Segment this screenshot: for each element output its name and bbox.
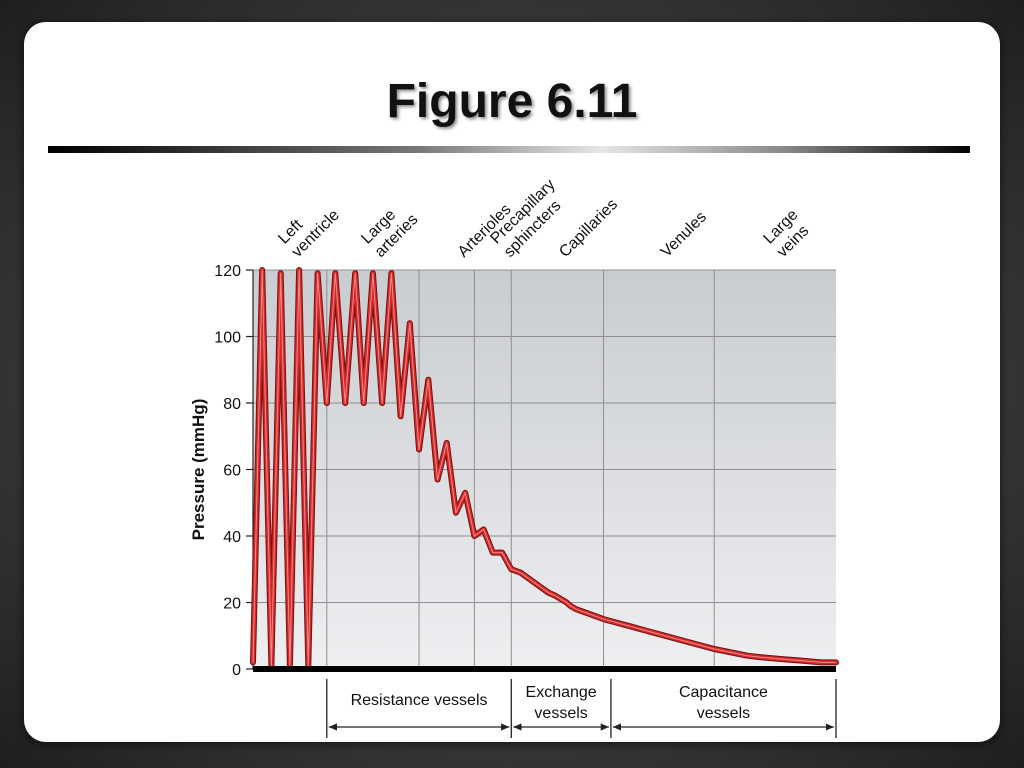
bracket-label: Exchange	[526, 684, 597, 701]
pressure-series	[250, 267, 839, 669]
y-axis-ticks: 0 20 40 60 80 100 120	[214, 263, 254, 679]
bracket-label: vessels	[697, 705, 750, 722]
bracket-label: vessels	[534, 705, 587, 722]
y-tick-label: 40	[223, 529, 241, 546]
series-line-highlight	[252, 269, 836, 667]
bracket-label: Resistance vessels	[351, 692, 488, 709]
y-axis-label: Pressure (mmHg)	[189, 399, 208, 541]
y-tick-label: 20	[223, 596, 241, 613]
x-axis-baseline	[253, 666, 836, 672]
segment-label: Venules	[658, 209, 710, 261]
y-tick-label: 120	[214, 263, 241, 280]
y-tick-label: 100	[214, 330, 241, 347]
y-tick-label: 80	[223, 396, 241, 413]
bracket-label: Capacitance	[679, 684, 768, 701]
segment-label-line: Venules	[658, 209, 710, 261]
segment-label: Capillaries	[556, 196, 621, 261]
slide-title: Figure 6.11	[386, 75, 638, 128]
segment-label-line: Capillaries	[556, 196, 621, 261]
y-tick-label: 0	[232, 662, 241, 679]
y-tick-label: 60	[223, 463, 241, 480]
vessel-brackets: Resistance vessels Exchange vessels Capacit…	[326, 679, 837, 738]
title-rule	[48, 146, 970, 153]
